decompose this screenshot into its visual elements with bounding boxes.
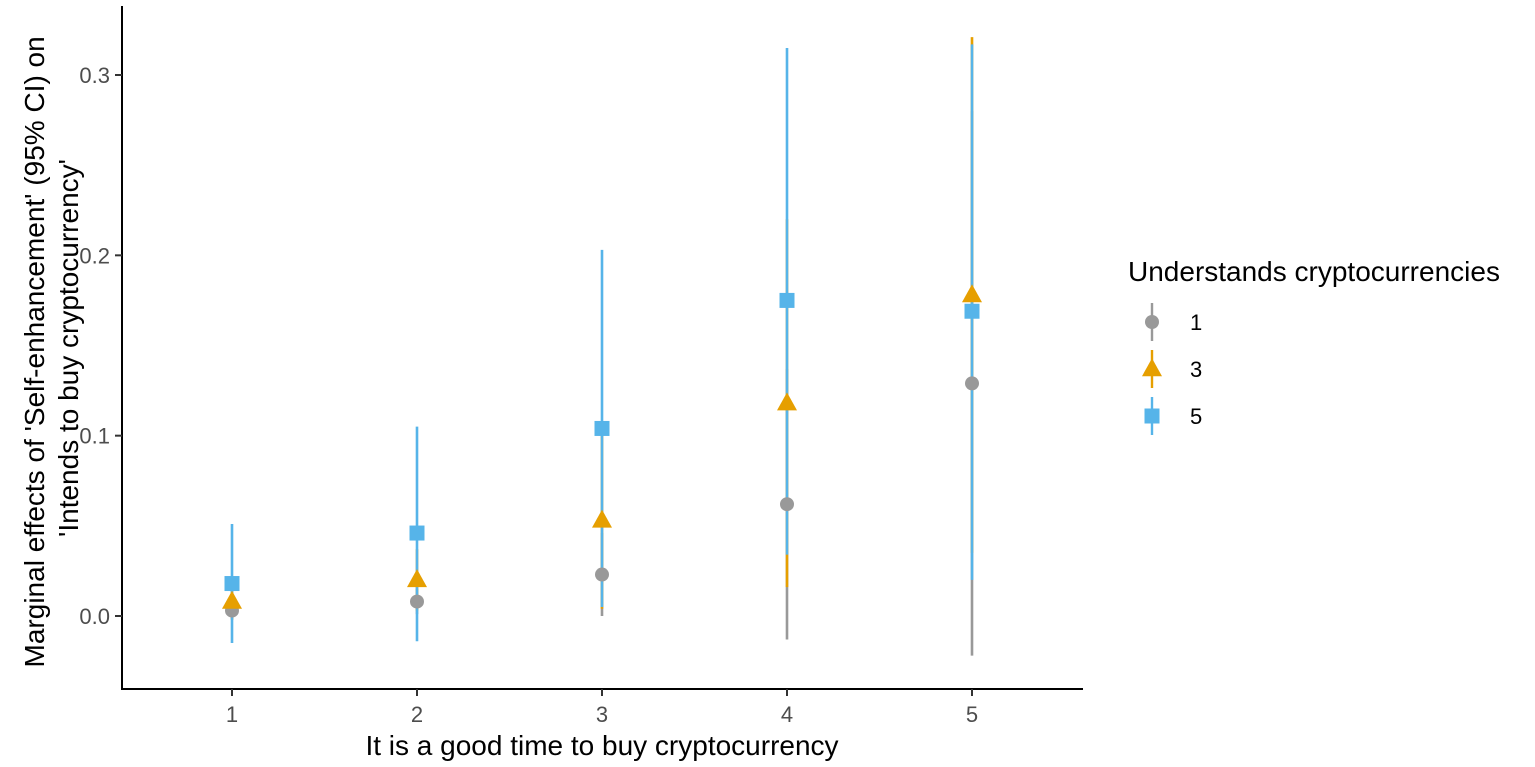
legend: Understands cryptocurrencies 1 3 5	[1128, 256, 1500, 435]
data-point-square	[964, 303, 980, 319]
y-axis-title-line-2: 'Intends to buy cryptocurrency'	[53, 159, 84, 537]
data-point-square	[409, 525, 425, 541]
data-point-circle	[780, 497, 794, 512]
y-tick-label: 0.1	[79, 424, 110, 449]
data-point-circle	[965, 376, 979, 391]
data-point-circle	[410, 594, 424, 609]
data-marks	[222, 37, 982, 656]
series-5-errorbars	[230, 44, 974, 644]
y-tick-label: 0.2	[79, 243, 110, 268]
legend-key-triangle	[1142, 358, 1162, 377]
x-tick-label: 4	[781, 702, 793, 727]
legend-label: 3	[1190, 357, 1202, 382]
legend-key-square	[1144, 408, 1160, 424]
legend-item: 5	[1144, 397, 1202, 435]
legend-item: 1	[1145, 303, 1202, 341]
series-3-points	[222, 284, 982, 609]
legend-label: 1	[1190, 310, 1202, 335]
x-tick-label: 2	[411, 702, 423, 727]
data-point-square	[224, 576, 240, 592]
legend-title: Understands cryptocurrencies	[1128, 256, 1500, 287]
data-point-circle	[595, 567, 609, 582]
y-axis-title: Marginal effects of 'Self-enhancement' (…	[19, 29, 84, 668]
y-tick-label: 0.0	[79, 604, 110, 629]
data-point-square	[594, 420, 610, 436]
x-ticks: 1 2 3 4 5	[226, 689, 978, 727]
x-axis-title: It is a good time to buy cryptocurrency	[365, 730, 838, 761]
legend-key-circle	[1145, 315, 1159, 329]
x-tick-label: 1	[226, 702, 238, 727]
y-ticks: 0.0 0.1 0.2 0.3	[79, 63, 122, 629]
data-point-triangle	[962, 284, 982, 303]
y-axis-title-line-1: Marginal effects of 'Self-enhancement' (…	[19, 36, 50, 667]
y-tick-label: 0.3	[79, 63, 110, 88]
data-point-triangle	[592, 509, 612, 528]
x-tick-label: 5	[966, 702, 978, 727]
legend-label: 5	[1190, 404, 1202, 429]
data-point-triangle	[407, 569, 427, 588]
data-point-triangle	[777, 392, 797, 411]
legend-items: 1 3 5	[1142, 303, 1202, 435]
series-5-points	[224, 292, 980, 592]
x-tick-label: 3	[596, 702, 608, 727]
legend-item: 3	[1142, 350, 1202, 388]
data-point-triangle	[222, 590, 242, 609]
data-point-square	[779, 292, 795, 308]
